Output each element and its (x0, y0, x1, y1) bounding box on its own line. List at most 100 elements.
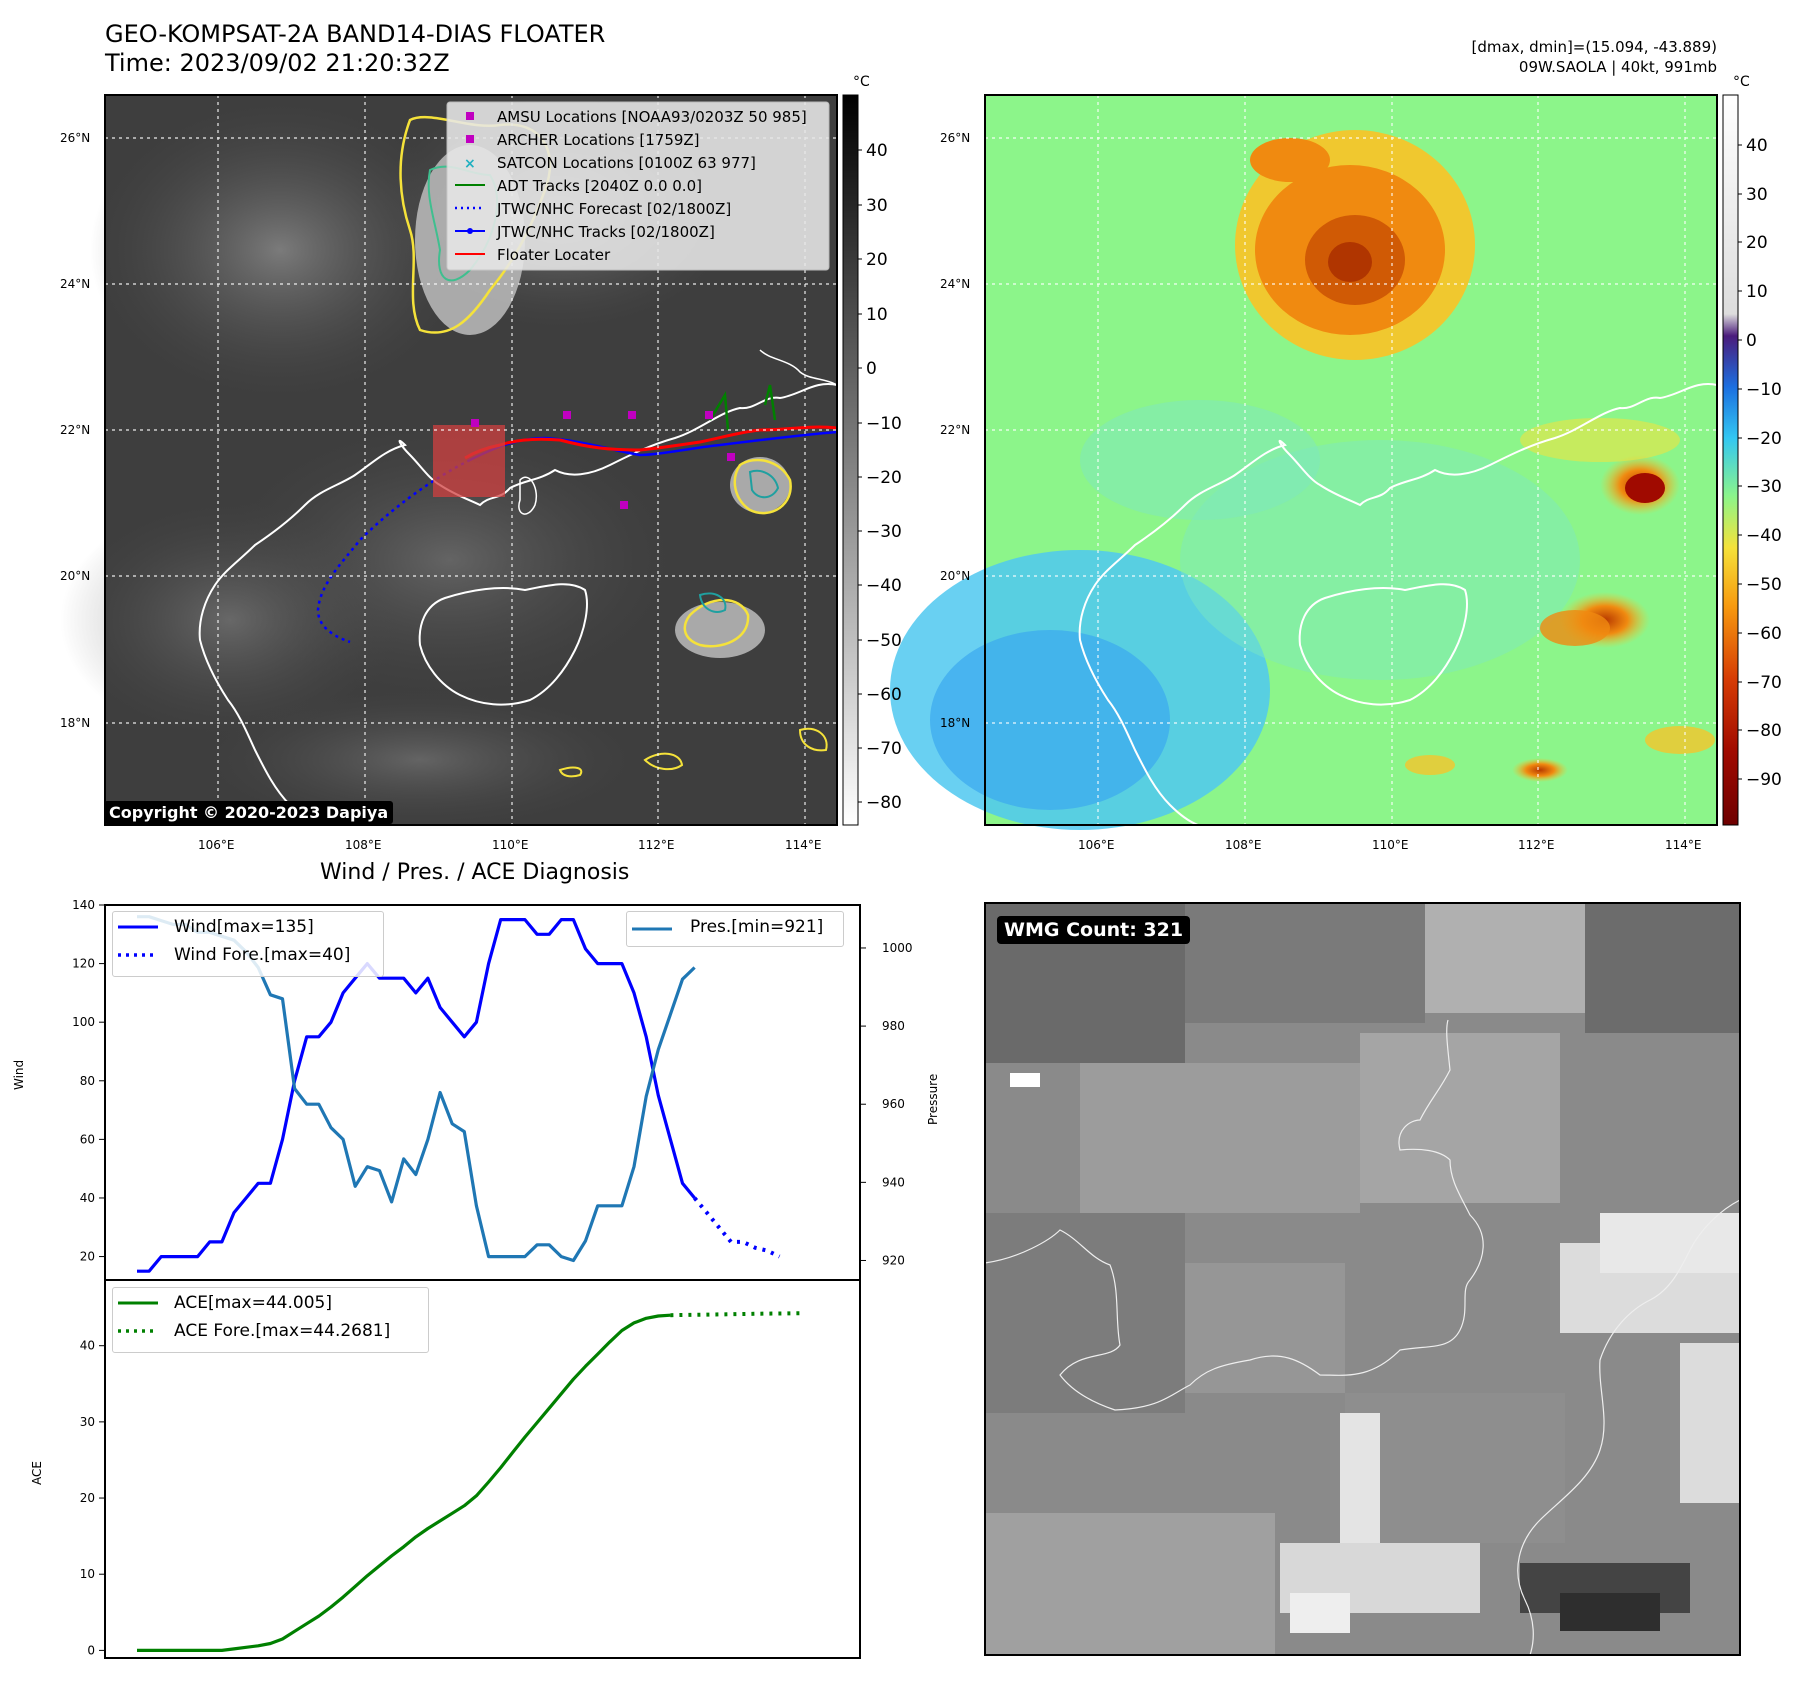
ir-colorbar-tick: 40 (866, 141, 888, 161)
color-lat-tick-24: 24°N (940, 277, 971, 291)
ace-ytick-label: 10 (80, 1567, 95, 1581)
legend-jtwc-tracks-label: JTWC/NHC Tracks [02/1800Z] (497, 223, 715, 241)
wind-forecast-legend-label: Wind Fore.[max=40] (174, 945, 351, 965)
ace-ytick-label: 30 (80, 1415, 95, 1429)
ir-colorbar-tick: 30 (866, 196, 888, 216)
color-lat-tick-18: 18°N (940, 716, 971, 730)
ace-axis-label: ACE (30, 1461, 44, 1485)
color-colorbar-tick: −80 (1746, 721, 1782, 741)
figure-title-line2: Time: 2023/09/02 21:20:32Z (105, 49, 450, 77)
color-lon-tick-108: 108°E (1225, 838, 1262, 852)
series-wind-fore-max- (693, 1196, 781, 1259)
copyright-badge: Copyright © 2020-2023 Dapiya (104, 801, 394, 824)
legend-adt-label: ADT Tracks [2040Z 0.0 0.0] (497, 177, 702, 195)
ir-lat-tick-24: 24°N (60, 277, 91, 291)
ir-colorbar-tick: −70 (866, 739, 902, 759)
pressure-ytick-label: 960 (882, 1097, 905, 1111)
legend-jtwc-forecast-label: JTWC/NHC Forecast [02/1800Z] (497, 200, 732, 218)
ir-colorbar-tick: −40 (866, 576, 902, 596)
ace-ytick-label: 40 (80, 1339, 95, 1353)
color-colorbar-tick: 10 (1746, 282, 1768, 302)
diagnosis-chart-title: Wind / Pres. / ACE Diagnosis (320, 860, 630, 885)
legend-archer-label: ARCHER Locations [1759Z] (497, 131, 700, 149)
ir-colorbar-tick: −20 (866, 468, 902, 488)
pressure-ytick-label: 980 (882, 1019, 905, 1033)
wind-ytick-label: 100 (72, 1015, 95, 1029)
color-colorbar-tick: −50 (1746, 575, 1782, 595)
color-lat-tick-20: 20°N (940, 569, 971, 583)
pressure-legend-label: Pres.[min=921] (690, 917, 824, 937)
color-lon-tick-112: 112°E (1518, 838, 1555, 852)
color-colorbar-tick: 0 (1746, 331, 1757, 351)
ir-lat-tick-22: 22°N (60, 423, 91, 437)
ace-plot-frame (104, 1279, 861, 1659)
legend-amsu-label: AMSU Locations [NOAA93/0203Z 50 985] (497, 108, 807, 126)
ir-lat-tick-26: 26°N (60, 131, 91, 145)
color-colorbar-tick: 20 (1746, 233, 1768, 253)
wind-ytick-label: 60 (80, 1132, 95, 1146)
wind-axis-label: Wind (12, 1059, 26, 1090)
ir-colorbar-tick: −60 (866, 685, 902, 705)
pressure-ytick-label: 1000 (882, 941, 913, 955)
color-lon-tick-106: 106°E (1078, 838, 1115, 852)
color-lat-tick-22: 22°N (940, 423, 971, 437)
ace-legend-box (112, 1287, 429, 1353)
wmg-count-badge: WMG Count: 321 (997, 916, 1191, 944)
wind-ytick-label: 80 (80, 1074, 95, 1088)
wind-legend-swatches (118, 925, 158, 957)
pressure-legend-box (626, 911, 844, 947)
ace-forecast-legend-label: ACE Fore.[max=44.2681] (174, 1321, 391, 1341)
ace-ytick-label: 20 (80, 1491, 95, 1505)
wind-ytick-label: 120 (72, 957, 95, 971)
ir-lon-tick-106: 106°E (198, 838, 235, 852)
ace-legend-label: ACE[max=44.005] (174, 1293, 332, 1313)
ir-colorbar-tick: −80 (866, 793, 902, 813)
color-colorbar-unit: °C (1733, 74, 1750, 90)
ace-legend-swatches (118, 1301, 158, 1333)
color-colorbar-tick: −60 (1746, 624, 1782, 644)
ir-colorbar-tick: −30 (866, 522, 902, 542)
figure-title-line1: GEO-KOMPSAT-2A BAND14-DIAS FLOATER (105, 20, 606, 48)
ir-colorbar-tick: −50 (866, 631, 902, 651)
color-lon-tick-110: 110°E (1372, 838, 1409, 852)
ir-lon-tick-108: 108°E (345, 838, 382, 852)
legend-floater-label: Floater Locater (497, 246, 611, 264)
ir-colorbar-tick: −10 (866, 414, 902, 434)
color-colorbar-tick: −90 (1746, 770, 1782, 790)
series-ace-fore-max- (670, 1311, 804, 1318)
ir-lon-tick-112: 112°E (638, 838, 675, 852)
ir-colorbar-unit: °C (853, 74, 870, 90)
storm-info-readout: 09W.SAOLA | 40kt, 991mb (1518, 58, 1717, 76)
ir-colorbar-tick: 0 (866, 359, 877, 379)
wind-legend-box (112, 911, 384, 977)
color-lat-tick-26: 26°N (940, 131, 971, 145)
series-wind-max- (137, 917, 696, 1273)
pressure-ytick-label: 940 (882, 1175, 905, 1189)
dmax-dmin-readout: [dmax, dmin]=(15.094, -43.889) (1471, 38, 1717, 56)
pressure-ytick-label: 920 (882, 1253, 905, 1267)
color-colorbar-tick: −30 (1746, 477, 1782, 497)
pressure-axis-label: Pressure (926, 1073, 940, 1125)
ace-plot: 0 10 20 30 40 (80, 1279, 861, 1659)
color-colorbar-tick: 30 (1746, 185, 1768, 205)
ace-ytick-label: 0 (87, 1643, 95, 1657)
ir-lon-tick-114: 114°E (785, 838, 822, 852)
series-ace-max- (137, 1313, 671, 1653)
color-colorbar-tick: −40 (1746, 526, 1782, 546)
legend-satcon-label: SATCON Locations [0100Z 63 977] (497, 154, 756, 172)
color-colorbar-tick: −10 (1746, 380, 1782, 400)
wind-ytick-label: 20 (80, 1250, 95, 1264)
color-colorbar-tick: −70 (1746, 673, 1782, 693)
ir-lon-tick-110: 110°E (492, 838, 529, 852)
ir-lat-tick-18: 18°N (60, 716, 91, 730)
ir-colorbar-tick: 10 (866, 305, 888, 325)
ir-lat-tick-20: 20°N (60, 569, 91, 583)
color-lon-tick-114: 114°E (1665, 838, 1702, 852)
ir-colorbar-tick: 20 (866, 250, 888, 270)
color-colorbar-tick: 40 (1746, 136, 1768, 156)
pressure-legend-swatch (632, 927, 672, 931)
wind-legend-label: Wind[max=135] (174, 917, 314, 937)
wind-ytick-label: 140 (72, 898, 95, 912)
wind-ytick-label: 40 (80, 1191, 95, 1205)
